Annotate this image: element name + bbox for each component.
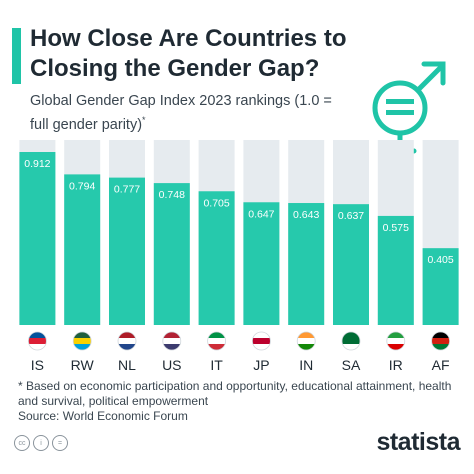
bar-in bbox=[288, 203, 325, 325]
category-label-is: IS bbox=[31, 357, 44, 373]
category-label-af: AF bbox=[432, 357, 450, 373]
flag-outline-us bbox=[162, 331, 182, 351]
flag-us-icon bbox=[162, 332, 181, 350]
chart-title: How Close Are Countries to Closing the G… bbox=[30, 25, 347, 82]
chart-subtitle: Global Gender Gap Index 2023 rankings (1… bbox=[30, 92, 350, 135]
flag-outline-it bbox=[207, 331, 227, 351]
bar-it bbox=[198, 191, 235, 325]
value-label-in: 0.643 bbox=[293, 209, 319, 221]
creative-commons-icon[interactable]: cc i = bbox=[14, 435, 68, 451]
flag-outline-jp bbox=[251, 331, 271, 351]
value-label-sa: 0.637 bbox=[338, 210, 364, 222]
flag-sa-icon bbox=[342, 332, 360, 350]
flag-rw-icon bbox=[73, 332, 92, 350]
title-accent-bar bbox=[12, 28, 21, 84]
by-icon: i bbox=[33, 435, 49, 451]
category-label-in: IN bbox=[299, 357, 313, 373]
bar-us bbox=[153, 183, 190, 325]
category-label-us: US bbox=[162, 357, 181, 373]
category-label-it: IT bbox=[210, 357, 223, 373]
flag-outline-sa bbox=[341, 331, 361, 351]
category-label-nl: NL bbox=[118, 357, 136, 373]
value-label-ir: 0.575 bbox=[383, 222, 409, 234]
flag-af-icon bbox=[431, 332, 450, 350]
statista-logo[interactable]: statista bbox=[376, 428, 460, 456]
bar-is bbox=[19, 152, 56, 325]
bar-nl bbox=[109, 177, 145, 325]
subtitle-marker: * bbox=[142, 115, 146, 125]
value-label-it: 0.705 bbox=[203, 197, 229, 209]
bar-sa bbox=[333, 204, 369, 325]
value-label-is: 0.912 bbox=[24, 158, 50, 170]
source-line: Source: World Economic Forum bbox=[18, 409, 188, 423]
bar-jp bbox=[243, 202, 280, 325]
bar-af bbox=[422, 248, 459, 325]
value-label-af: 0.405 bbox=[427, 254, 453, 266]
flag-is-icon bbox=[28, 332, 47, 350]
flag-outline-in bbox=[296, 331, 316, 351]
flag-ir-icon bbox=[386, 332, 405, 350]
value-label-nl: 0.777 bbox=[114, 184, 140, 196]
flag-outline-nl bbox=[117, 331, 137, 351]
flag-outline-af bbox=[431, 331, 451, 351]
category-label-rw: RW bbox=[71, 357, 95, 373]
flag-it-icon bbox=[207, 332, 226, 350]
flag-outline-is bbox=[28, 331, 47, 351]
category-label-ir: IR bbox=[389, 357, 403, 373]
flag-outline-ir bbox=[386, 331, 406, 351]
value-label-jp: 0.647 bbox=[248, 208, 274, 220]
cc-icon: cc bbox=[14, 435, 30, 451]
category-label-sa: SA bbox=[342, 357, 361, 373]
bar-ir bbox=[377, 215, 414, 325]
flag-nl-icon bbox=[118, 332, 136, 350]
value-label-rw: 0.794 bbox=[69, 180, 95, 192]
bar-rw bbox=[64, 174, 101, 325]
flag-jp-icon bbox=[252, 332, 271, 350]
nd-icon: = bbox=[52, 435, 68, 451]
value-label-us: 0.748 bbox=[159, 189, 185, 201]
footnote: * Based on economic participation and op… bbox=[18, 379, 452, 408]
flag-in-icon bbox=[297, 332, 316, 350]
subtitle-text: Global Gender Gap Index 2023 rankings (1… bbox=[30, 93, 332, 133]
category-label-jp: JP bbox=[253, 357, 269, 373]
flag-outline-rw bbox=[72, 331, 92, 351]
